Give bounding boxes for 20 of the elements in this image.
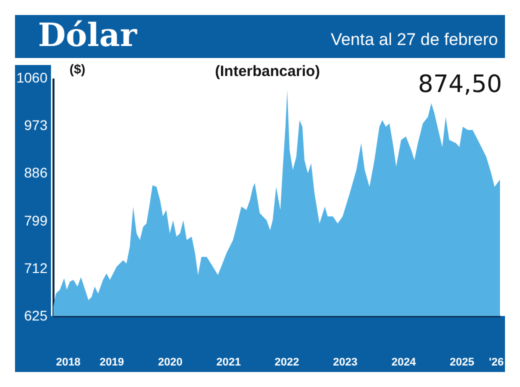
y-tick-label: 799 [24, 212, 48, 228]
y-tick-label: 1060 [16, 70, 48, 86]
x-tick-label: 2019 [100, 356, 124, 368]
x-tick-label: 2020 [158, 356, 183, 368]
x-tick-label: 2018 [56, 356, 80, 368]
x-tick-label: 2024 [391, 356, 417, 368]
annotation: 874,50 [418, 70, 502, 98]
chart-title: Dólar [38, 16, 137, 54]
x-tick-label: 2022 [274, 356, 300, 368]
y-tick-label: 886 [24, 164, 48, 181]
y-tick-label: 712 [24, 260, 48, 276]
x-tick-label: 2021 [216, 356, 241, 368]
chart-subtitle: Venta al 27 de febrero [330, 30, 498, 50]
y-tick-label: 625 [24, 308, 48, 324]
x-tick-label: '26 [488, 356, 504, 368]
x-tick-label: 2025 [450, 356, 474, 368]
y-axis-title: ($) [70, 62, 86, 76]
x-tick-label: 2023 [332, 356, 358, 368]
y-tick-label: 973 [24, 117, 48, 134]
annotation: (Interbancario) [215, 63, 320, 80]
